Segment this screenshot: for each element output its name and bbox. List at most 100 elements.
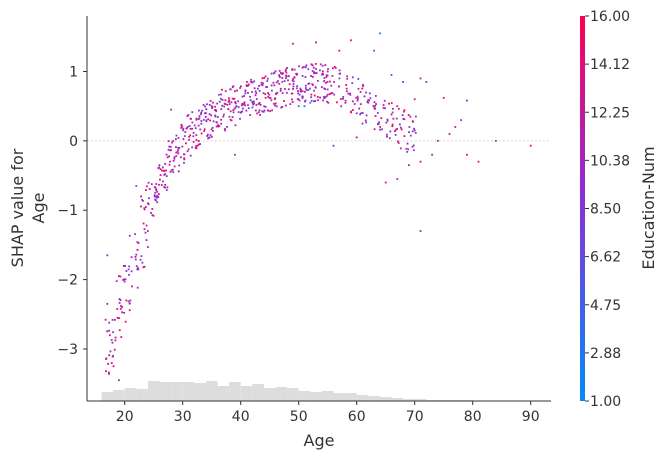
data-point [226,103,229,106]
data-point [105,357,108,360]
data-point [255,109,257,112]
data-point [357,87,360,90]
data-point [357,78,360,80]
data-point [112,365,115,368]
data-point [411,130,414,133]
data-point [111,341,114,344]
data-point [251,100,254,103]
data-point [109,350,112,353]
data-point [200,132,203,135]
data-point [322,99,324,102]
x-ticks: 20 30 40 50 60 70 80 90 [116,401,540,425]
colorbar [580,16,585,401]
data-point [237,111,240,113]
data-point [221,88,223,91]
data-point [154,195,157,198]
data-point [261,84,264,87]
data-point [413,98,416,101]
data-point [406,150,409,153]
data-point [169,170,172,173]
data-point [351,82,354,85]
data-point [477,160,480,163]
data-point [309,101,312,104]
histogram-bar [345,393,357,401]
data-point [130,270,133,273]
data-point [292,85,295,88]
data-point [212,130,214,132]
data-point [163,186,166,188]
data-point [208,113,211,116]
data-point [118,329,121,332]
data-point [247,83,250,86]
data-point [159,168,162,171]
data-point [183,158,186,161]
data-point [263,105,266,108]
data-point [106,254,109,257]
data-point [150,212,153,214]
data-point [114,336,117,339]
data-point [369,97,372,100]
data-point [363,95,366,98]
data-point [325,81,327,84]
data-point [311,70,314,72]
data-point [191,127,194,130]
data-point [299,87,302,90]
data-point [311,75,314,78]
data-point [232,109,235,111]
data-point [325,74,328,77]
data-point [112,355,114,357]
data-point [215,125,218,128]
data-point [269,97,272,99]
data-point [255,92,258,94]
data-point [247,107,250,110]
data-point [304,76,307,78]
data-point [134,258,137,261]
data-point [298,93,301,96]
data-point [304,90,306,93]
data-point [145,224,148,227]
data-point [333,81,335,83]
data-point [338,69,341,72]
data-point [356,99,359,102]
data-point [395,128,397,131]
data-point [171,141,174,144]
data-point [234,90,236,93]
data-point [119,299,122,302]
data-point [240,85,242,88]
data-point [185,127,188,130]
data-point [237,106,240,109]
data-point [159,174,162,176]
data-point [317,99,319,102]
data-point [164,183,167,186]
data-point [407,114,410,116]
data-point [263,76,266,79]
histogram-bar [263,388,276,401]
data-point [118,379,120,382]
data-point [408,164,410,167]
data-point [266,77,269,80]
data-point [284,88,286,90]
data-point [242,103,244,106]
data-point [390,74,393,76]
data-point [121,311,124,314]
data-point [331,67,334,70]
histogram-bar [147,381,160,401]
data-point [211,106,214,109]
data-point [253,87,256,90]
data-point [347,92,350,95]
data-point [339,72,342,75]
data-point [374,115,377,117]
data-point [385,121,388,124]
data-point [165,175,168,178]
colorbar-tick-label: 1.00 [590,394,621,410]
data-point [345,84,348,86]
data-point [273,84,276,87]
data-point [274,102,277,105]
data-point [233,107,236,110]
data-point [140,255,143,258]
data-point [285,68,287,71]
data-point [145,206,147,208]
data-point [308,82,311,85]
data-point [197,143,200,146]
data-point [209,134,212,136]
